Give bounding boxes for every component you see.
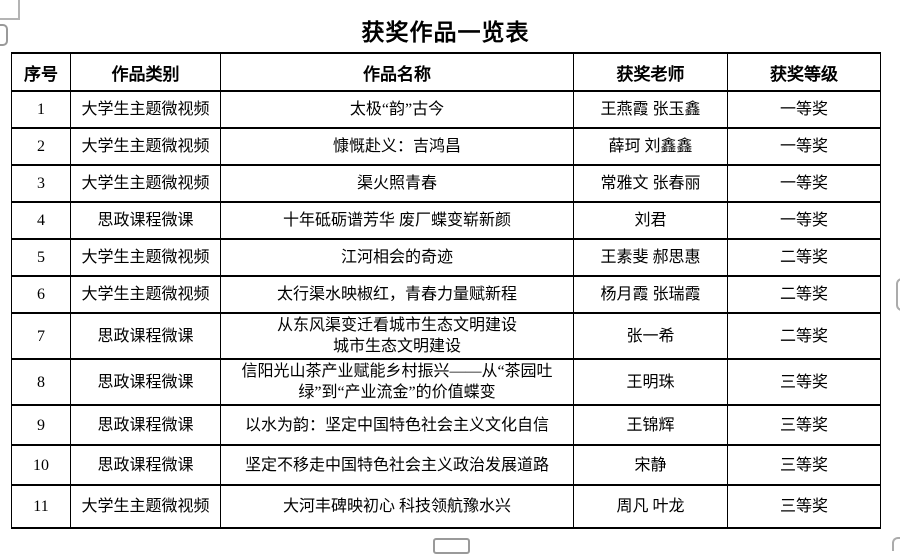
cell-name: 信阳光山茶产业赋能乡村振兴——从“茶园吐绿”到“产业流金”的价值蝶变 xyxy=(220,358,574,406)
cell-no: 4 xyxy=(11,201,71,240)
table-row: 1 大学生主题微视频 太极“韵”古今 王燕霞 张玉鑫 一等奖 xyxy=(11,90,881,129)
table-row: 2 大学生主题微视频 慷慨赴义：吉鸿昌 薛珂 刘鑫鑫 一等奖 xyxy=(11,127,881,166)
cell-name: 从东风渠变迁看城市生态文明建设 城市生态文明建设 xyxy=(220,312,574,360)
cell-category: 思政课程微课 xyxy=(70,201,221,240)
cell-category: 大学生主题微视频 xyxy=(70,90,221,129)
cell-name: 慷慨赴义：吉鸿昌 xyxy=(220,127,574,166)
cell-category: 思政课程微课 xyxy=(70,358,221,406)
cell-award: 二等奖 xyxy=(727,238,881,277)
cell-award: 二等奖 xyxy=(727,275,881,314)
cell-name: 以水为韵：坚定中国特色社会主义文化自信 xyxy=(220,404,574,446)
header-name: 作品名称 xyxy=(220,52,574,92)
corner-fragment-bottom-right xyxy=(892,537,900,551)
cell-name: 十年砥砺谱芳华 废厂蝶变崭新颜 xyxy=(220,201,574,240)
cell-category: 大学生主题微视频 xyxy=(70,275,221,314)
scroll-handle-right[interactable] xyxy=(896,278,900,311)
cell-name: 坚定不移走中国特色社会主义政治发展道路 xyxy=(220,444,574,486)
header-award: 获奖等级 xyxy=(727,52,881,92)
header-teachers: 获奖老师 xyxy=(573,52,728,92)
cell-award: 一等奖 xyxy=(727,90,881,129)
cell-category: 大学生主题微视频 xyxy=(70,127,221,166)
cell-teachers: 常雅文 张春丽 xyxy=(573,164,728,203)
cell-no: 11 xyxy=(11,484,71,529)
header-category: 作品类别 xyxy=(70,52,221,92)
cell-teachers: 宋静 xyxy=(573,444,728,486)
cell-name: 太行渠水映椒红，青春力量赋新程 xyxy=(220,275,574,314)
table-row: 5 大学生主题微视频 江河相会的奇迹 王素斐 郝思惠 二等奖 xyxy=(11,238,881,277)
cell-teachers: 王素斐 郝思惠 xyxy=(573,238,728,277)
cell-no: 8 xyxy=(11,358,71,406)
cell-award: 三等奖 xyxy=(727,444,881,486)
cell-no: 7 xyxy=(11,312,71,360)
cell-teachers: 刘君 xyxy=(573,201,728,240)
cell-award: 三等奖 xyxy=(727,484,881,529)
table-row: 3 大学生主题微视频 渠火照青春 常雅文 张春丽 一等奖 xyxy=(11,164,881,203)
window-fragment-top-left xyxy=(0,0,20,20)
cell-name: 太极“韵”古今 xyxy=(220,90,574,129)
cell-teachers: 薛珂 刘鑫鑫 xyxy=(573,127,728,166)
cell-no: 5 xyxy=(11,238,71,277)
scroll-handle-left[interactable] xyxy=(0,24,8,46)
cell-award: 一等奖 xyxy=(727,164,881,203)
cell-teachers: 王明珠 xyxy=(573,358,728,406)
cell-category: 思政课程微课 xyxy=(70,404,221,446)
cell-category: 大学生主题微视频 xyxy=(70,164,221,203)
cell-name: 江河相会的奇迹 xyxy=(220,238,574,277)
awards-table: 序号 作品类别 作品名称 获奖老师 获奖等级 1 大学生主题微视频 太极“韵”古今王… xyxy=(11,52,881,529)
table-row: 4 思政课程微课 十年砥砺谱芳华 废厂蝶变崭新颜 刘君 一等奖 xyxy=(11,201,881,240)
cell-category: 思政课程微课 xyxy=(70,444,221,486)
header-no: 序号 xyxy=(11,52,71,92)
page-title: 获奖作品一览表 xyxy=(361,20,530,45)
cell-teachers: 张一希 xyxy=(573,312,728,360)
cell-award: 一等奖 xyxy=(727,201,881,240)
cell-teachers: 杨月霞 张瑞霞 xyxy=(573,275,728,314)
cell-name: 大河丰碑映初心 科技领航豫水兴 xyxy=(220,484,574,529)
cell-name: 渠火照青春 xyxy=(220,164,574,203)
drag-handle-bottom[interactable] xyxy=(433,538,470,554)
table-row: 10 思政课程微课 坚定不移走中国特色社会主义政治发展道路 宋静 三等奖 xyxy=(11,444,881,486)
cell-no: 3 xyxy=(11,164,71,203)
header-row: 序号 作品类别 作品名称 获奖老师 获奖等级 xyxy=(11,52,881,92)
cell-no: 6 xyxy=(11,275,71,314)
table-row: 7 思政课程微课 从东风渠变迁看城市生态文明建设 城市生态文明建设 张一希 二等奖 xyxy=(11,312,881,360)
table-row: 8 思政课程微课 信阳光山茶产业赋能乡村振兴——从“茶园吐绿”到“产业流金”的价值蝶… xyxy=(11,358,881,406)
cell-award: 一等奖 xyxy=(727,127,881,166)
table-row: 11 大学生主题微视频 大河丰碑映初心 科技领航豫水兴 周凡 叶龙 三等奖 xyxy=(11,484,881,529)
cell-no: 2 xyxy=(11,127,71,166)
cell-no: 9 xyxy=(11,404,71,446)
table-body: 1 大学生主题微视频 太极“韵”古今 王燕霞 张玉鑫 一等奖 2 大学生主题微视频 慷慨赴义：… xyxy=(11,90,881,529)
cell-award: 三等奖 xyxy=(727,358,881,406)
cell-category: 大学生主题微视频 xyxy=(70,484,221,529)
cell-award: 三等奖 xyxy=(727,404,881,446)
cell-category: 思政课程微课 xyxy=(70,312,221,360)
cell-category: 大学生主题微视频 xyxy=(70,238,221,277)
cell-teachers: 王锦辉 xyxy=(573,404,728,446)
table-row: 6 大学生主题微视频 太行渠水映椒红，青春力量赋新程 杨月霞 张瑞霞 二等奖 xyxy=(11,275,881,314)
cell-teachers: 王燕霞 张玉鑫 xyxy=(573,90,728,129)
cell-no: 1 xyxy=(11,90,71,129)
table-row: 9 思政课程微课 以水为韵：坚定中国特色社会主义文化自信 王锦辉 三等奖 xyxy=(11,404,881,446)
cell-teachers: 周凡 叶龙 xyxy=(573,484,728,529)
cell-award: 二等奖 xyxy=(727,312,881,360)
cell-no: 10 xyxy=(11,444,71,486)
